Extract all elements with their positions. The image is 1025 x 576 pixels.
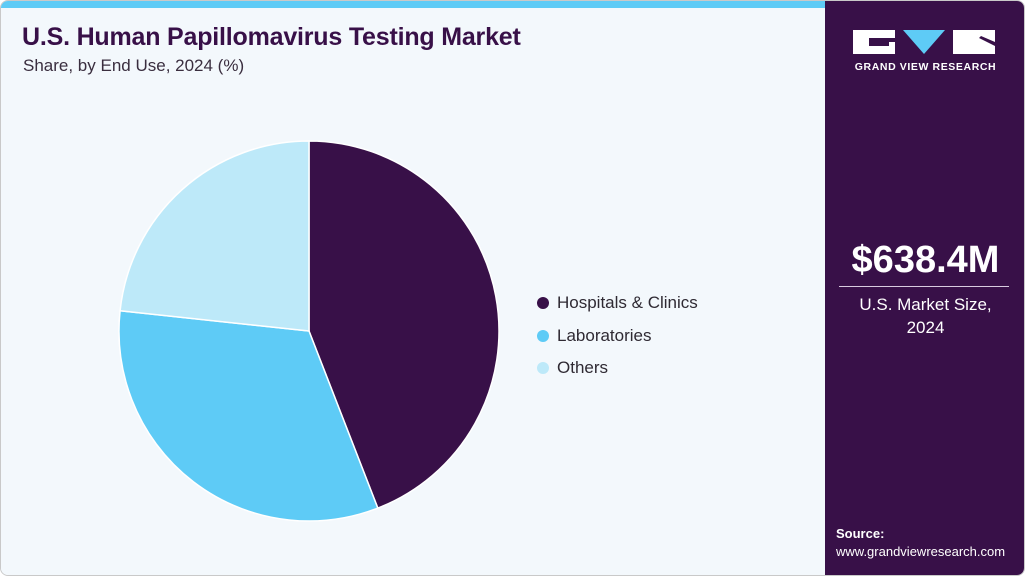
grand-view-research-logo-icon <box>853 30 995 54</box>
legend-item-hospitals-clinics: Hospitals & Clinics <box>537 287 698 320</box>
chart-subtitle: Share, by End Use, 2024 (%) <box>23 56 245 75</box>
info-sidebar: GRAND VIEW RESEARCH $638.4M U.S. Market … <box>825 1 1024 575</box>
legend-item-others: Others <box>537 352 698 385</box>
legend-item-laboratories: Laboratories <box>537 320 698 353</box>
chart-legend: Hospitals & Clinics Laboratories Others <box>537 287 698 385</box>
legend-label: Laboratories <box>557 325 652 345</box>
chart-title: U.S. Human Papillomavirus Testing Market <box>22 23 521 51</box>
legend-dot-icon <box>537 329 549 342</box>
market-size-label: U.S. Market Size, 2024 <box>825 293 1024 339</box>
pie-slice-hospitals-clinics <box>308 140 500 510</box>
legend-label: Others <box>557 358 609 378</box>
divider <box>839 286 1009 287</box>
logo-text: GRAND VIEW RESEARCH <box>854 61 997 73</box>
pie-chart <box>118 140 500 522</box>
pie-slice-others <box>119 140 310 332</box>
market-size-value: $638.4M <box>851 239 1000 281</box>
source-link[interactable]: www.grandviewresearch.com <box>836 544 1006 559</box>
market-size-label-line2: 2024 <box>906 318 945 337</box>
legend-label: Hospitals & Clinics <box>557 293 698 313</box>
legend-dot-icon <box>537 362 549 375</box>
pie-slice-laboratories <box>118 309 379 522</box>
accent-top-bar <box>1 1 825 8</box>
legend-dot-icon <box>537 297 549 310</box>
market-size-label-line1: U.S. Market Size, <box>859 295 992 314</box>
source-label: Source: <box>836 526 885 541</box>
